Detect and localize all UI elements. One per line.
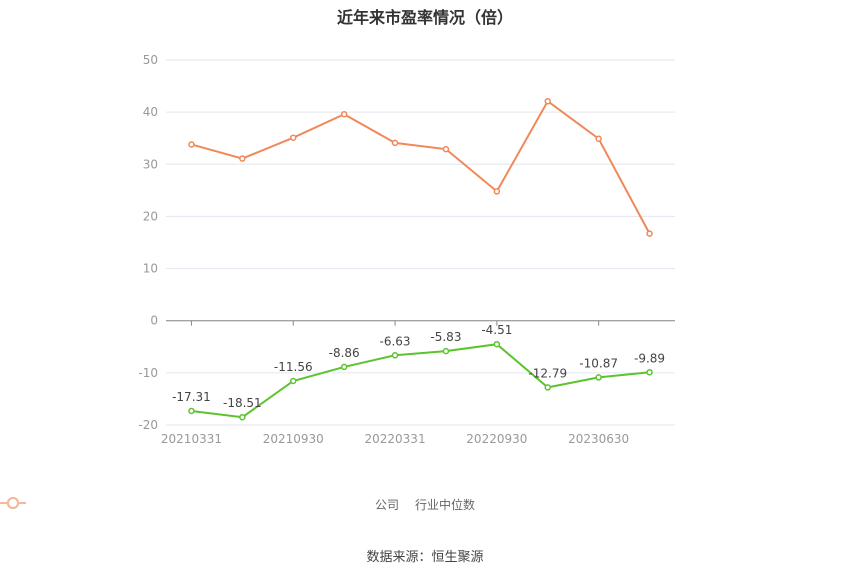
x-tick-label: 20220331 — [365, 432, 426, 446]
industry-median-data-point — [544, 97, 551, 105]
x-tick-label: 20210331 — [161, 432, 222, 446]
company-data-point — [239, 413, 246, 421]
x-tick-label: 20220930 — [466, 432, 527, 446]
company-data-label: -12.79 — [528, 366, 567, 380]
industry-median-data-point — [239, 155, 246, 162]
company-data-point — [442, 347, 450, 355]
chart-title: 近年来市盈率情况（倍） — [336, 8, 513, 27]
company-data-point — [595, 374, 602, 381]
y-tick-label: 30 — [143, 157, 158, 171]
company-data-label: -9.89 — [634, 351, 665, 365]
industry-median-data-point — [188, 141, 195, 148]
y-tick-label: -20 — [138, 418, 158, 432]
industry-median-data-point — [290, 134, 297, 141]
company-data-label: -8.86 — [329, 346, 360, 360]
company-data-point — [544, 384, 551, 391]
company-data-label: -17.31 — [172, 390, 211, 404]
y-tick-label: 40 — [143, 105, 158, 119]
legend-item-company[interactable]: 公司 — [0, 496, 399, 513]
x-tick-label: 20210930 — [263, 432, 324, 446]
y-tick-label: 50 — [143, 53, 158, 67]
company-data-label: -10.87 — [579, 356, 618, 370]
company-data-point — [493, 340, 501, 348]
company-data-point — [391, 352, 399, 359]
legend: 公司 行业中位数 — [0, 496, 850, 513]
legend-industry-marker-icon — [0, 497, 26, 509]
industry-median-data-point — [442, 145, 450, 153]
industry-median-data-point — [646, 230, 653, 237]
company-data-label: -5.83 — [430, 330, 461, 344]
x-tick-label: 20230630 — [568, 432, 629, 446]
industry-median-data-point — [595, 135, 602, 142]
legend-industry-median-label: 行业中位数 — [415, 498, 476, 512]
y-tick-label: 10 — [143, 262, 158, 276]
y-tick-label: 20 — [143, 209, 158, 223]
industry-median-data-point — [493, 188, 501, 195]
company-data-label: -18.51 — [223, 396, 262, 410]
company-data-label: -11.56 — [274, 360, 313, 374]
legend-company-label: 公司 — [374, 498, 399, 512]
company-data-label: -4.51 — [481, 323, 512, 337]
company-data-point — [188, 407, 195, 415]
company-series-line — [191, 343, 650, 419]
company-data-point — [290, 377, 297, 385]
company-data-point — [646, 369, 653, 376]
company-data-point — [340, 363, 348, 371]
industry-median-data-point — [340, 110, 348, 118]
company-data-label: -6.63 — [380, 334, 411, 348]
industry-median-data-point — [391, 139, 399, 147]
y-tick-label: 0 — [150, 314, 158, 328]
industry-median-series-line — [191, 99, 651, 235]
legend-item-industry-median[interactable]: 行业中位数 — [0, 496, 476, 513]
y-tick-label: -10 — [138, 366, 158, 380]
data-source-note: 数据来源：恒生聚源 — [366, 550, 484, 565]
